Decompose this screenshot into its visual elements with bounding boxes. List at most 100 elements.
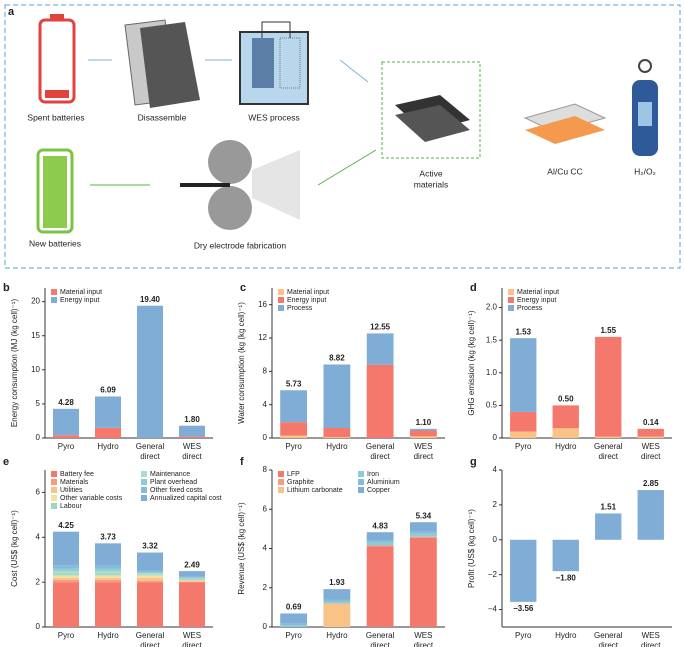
bar-segment: [94, 579, 122, 583]
x-tick-label: WES direct: [182, 442, 202, 461]
x-tick-label-line: Pyro: [285, 442, 302, 451]
total-label: 0.69: [286, 603, 302, 612]
battery-level: [45, 90, 69, 98]
sheet-icon: [395, 105, 470, 142]
total-label: 2.49: [184, 560, 200, 569]
legend-label: Other variable costs: [60, 495, 123, 502]
x-tick-label: Pyro: [515, 442, 532, 451]
bar-segment: [178, 580, 206, 582]
y-tick-label: 2.0: [486, 303, 498, 312]
x-tick-label: Pyro: [285, 442, 302, 451]
x-tick-label-line: Hydro: [326, 442, 348, 451]
bar-segment: [178, 571, 206, 577]
x-tick-label-line: Pyro: [285, 631, 302, 640]
y-tick-label: 4: [36, 532, 41, 541]
x-tick-label-line: Pyro: [515, 631, 532, 640]
x-tick-label-line: General: [594, 442, 623, 451]
legend-swatch: [278, 471, 284, 477]
y-tick-label: −4: [488, 605, 498, 614]
wire: [261, 21, 291, 38]
x-tick-label: Hydro: [97, 442, 119, 451]
x-tick-label: Hydro: [326, 442, 348, 451]
total-label: 4.28: [58, 398, 74, 407]
bar-segment: [136, 575, 164, 578]
y-tick-label: 4: [263, 544, 268, 553]
x-tick-label-line: Pyro: [515, 442, 532, 451]
battery-icon: [36, 148, 74, 234]
y-tick-label: 6: [36, 488, 41, 497]
bar-segment: [52, 577, 80, 580]
y-tick-label: 10: [31, 365, 40, 374]
bar-segment: [178, 582, 206, 627]
bar-segment: [595, 336, 622, 437]
legend-swatch: [278, 289, 284, 295]
bar-segment: [552, 428, 579, 438]
total-label: 4.25: [58, 521, 74, 530]
y-axis-label: Water consumption (kg (kg cell)⁻¹): [237, 302, 246, 424]
total-label: 1.55: [600, 326, 616, 335]
bar-segment: [136, 572, 164, 574]
x-tick-label-line: direct: [370, 452, 390, 461]
legend-swatch: [278, 305, 284, 311]
legend-swatch: [141, 471, 147, 477]
legend-label: Process: [287, 305, 313, 312]
bar-segment: [323, 589, 351, 600]
y-tick-label: 8: [263, 465, 268, 474]
x-tick-label-line: Hydro: [326, 631, 348, 640]
bar-segment: [136, 552, 164, 571]
x-tick-label-line: WES: [183, 442, 201, 451]
x-tick-label-line: Hydro: [97, 442, 119, 451]
bar-segment: [409, 428, 437, 431]
bar-segment: [409, 436, 437, 438]
electrode-icon: [252, 38, 274, 88]
legend-label: Maintenance: [150, 471, 190, 478]
legend-swatch: [278, 479, 284, 485]
legend-label: Plant overhead: [150, 479, 197, 486]
bar-segment: [52, 582, 80, 627]
legend-label: Copper: [367, 487, 391, 494]
value-label: 1.51: [600, 503, 616, 512]
bar-segment: [510, 338, 537, 412]
bar-segment: [94, 568, 122, 571]
step-label: H₂/O₂: [634, 166, 656, 176]
bar-segment: [94, 573, 122, 576]
bar-segment: [52, 573, 80, 576]
y-tick-label: 0.5: [486, 401, 498, 410]
x-tick-label-line: Hydro: [555, 631, 577, 640]
battery-cap: [50, 14, 64, 20]
legend-label: Graphite: [287, 479, 314, 486]
bar-segment: [178, 577, 206, 579]
value-label: 2.85: [643, 479, 659, 488]
legend-label: Energy input: [517, 297, 556, 304]
x-tick-label-line: WES: [642, 631, 660, 640]
bar-segment: [52, 531, 80, 566]
bar-segment: [552, 405, 579, 429]
bar-segment: [409, 531, 437, 534]
x-tick-label: General direct: [366, 442, 395, 461]
x-tick-label: Hydro: [555, 631, 577, 640]
x-tick-label: Hydro: [97, 631, 119, 640]
bar-segment: [178, 436, 206, 438]
bar-segment: [94, 577, 122, 580]
bar-segment: [366, 364, 394, 438]
x-tick-label: WES direct: [641, 442, 661, 461]
arrow: [339, 59, 369, 83]
total-label: 6.09: [100, 386, 116, 395]
legend-label: Annualized capital cost: [150, 495, 222, 502]
bar-segment: [280, 613, 308, 624]
bar-segment: [280, 390, 308, 423]
diagram-frame: [4, 4, 681, 269]
legend-swatch: [141, 487, 147, 493]
legend-label: Battery fee: [60, 471, 94, 478]
bar-segment: [136, 305, 164, 438]
bar-segment: [94, 565, 122, 569]
x-tick-label-line: direct: [414, 452, 434, 461]
legend-swatch: [358, 487, 364, 493]
x-tick-label: Pyro: [58, 631, 75, 640]
x-tick-label-line: direct: [414, 641, 434, 647]
film-icon: [180, 183, 230, 187]
panel-label: a: [8, 6, 15, 18]
bar-segment: [52, 435, 80, 438]
y-tick-label: 12: [258, 333, 267, 342]
